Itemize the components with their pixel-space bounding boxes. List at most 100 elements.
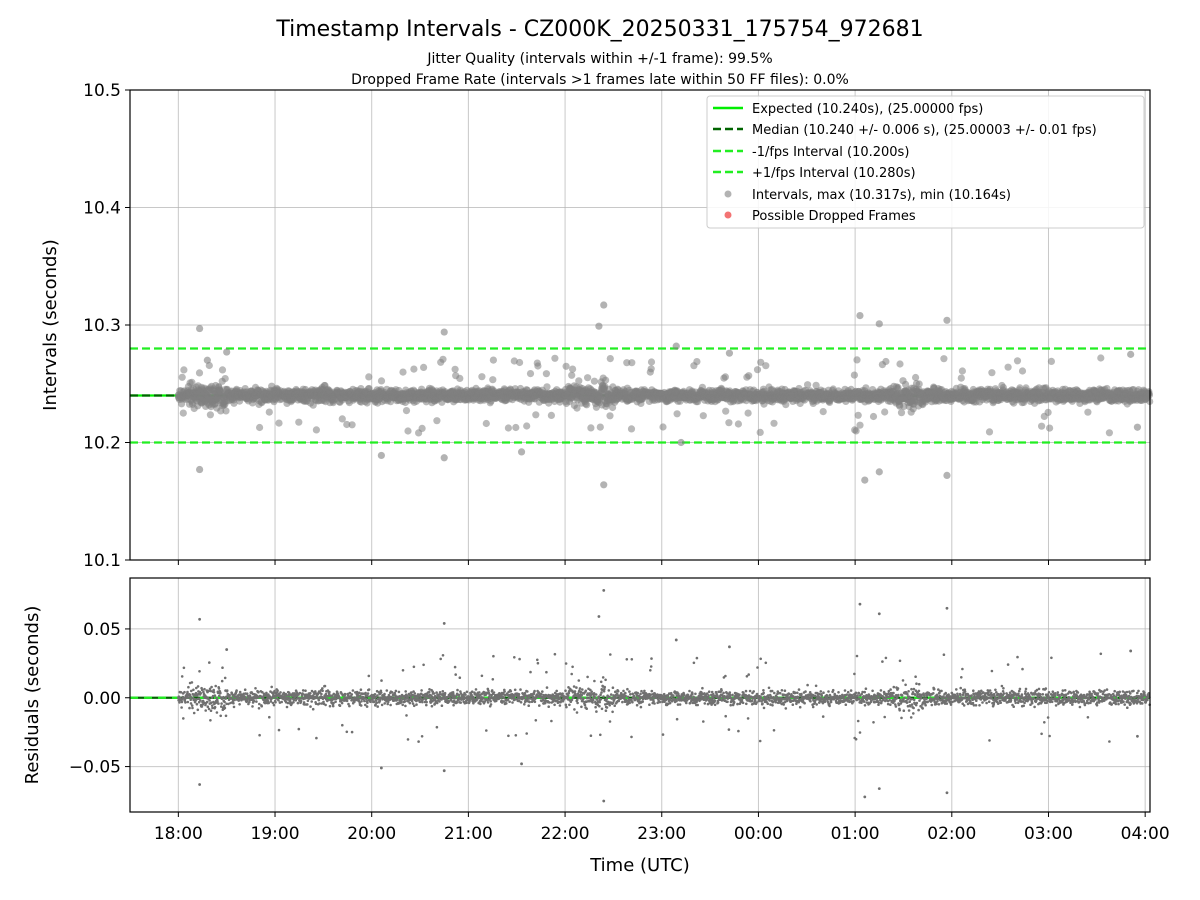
residual-point	[380, 703, 384, 707]
interval-point	[1105, 429, 1113, 437]
residual-point	[485, 729, 488, 732]
residual-point	[274, 701, 277, 704]
residual-point	[528, 700, 531, 704]
residual-point	[626, 687, 629, 691]
residual-point	[228, 693, 231, 697]
residual-point	[400, 700, 403, 704]
residual-point	[545, 670, 548, 674]
residual-point	[219, 714, 222, 718]
interval-point	[804, 381, 812, 389]
residual-point	[591, 698, 595, 702]
residual-point	[223, 676, 227, 680]
residual-point	[636, 691, 639, 695]
residual-point	[581, 688, 584, 691]
residual-point	[277, 728, 281, 732]
interval-point	[575, 377, 583, 385]
interval-point	[896, 360, 904, 368]
residual-point	[188, 706, 191, 710]
residual-point	[576, 701, 579, 705]
residual-point	[548, 701, 551, 704]
residual-point	[401, 669, 405, 672]
residual-point	[223, 704, 226, 707]
residual-point	[205, 700, 209, 704]
residual-point	[577, 679, 581, 682]
residual-point	[575, 711, 579, 714]
interval-point	[410, 365, 418, 373]
residual-point	[523, 703, 526, 706]
residual-point	[225, 689, 229, 692]
residual-point	[533, 700, 537, 704]
residual-point	[187, 685, 190, 689]
residual-point	[297, 697, 301, 700]
residual-point	[453, 665, 457, 669]
interval-point	[402, 407, 411, 415]
residual-point	[265, 691, 268, 695]
residual-point	[514, 734, 518, 737]
intervals-y-axis-label: Intervals (seconds)	[40, 239, 61, 411]
residual-point	[309, 705, 312, 708]
interval-point	[940, 355, 948, 363]
residual-point	[257, 691, 260, 694]
residual-point	[297, 727, 301, 731]
residual-point	[602, 695, 605, 698]
residual-point	[425, 700, 428, 704]
residual-point	[585, 707, 588, 710]
residual-point	[593, 696, 597, 699]
residual-point	[279, 691, 282, 694]
residual-point	[598, 704, 601, 708]
interval-point	[179, 409, 187, 417]
residual-point	[257, 707, 261, 710]
interval-point	[543, 383, 551, 391]
residual-point	[252, 699, 256, 703]
interval-point	[958, 367, 967, 375]
residual-point	[584, 689, 588, 693]
interval-outlier-point	[943, 471, 951, 479]
residual-point	[363, 699, 366, 703]
residual-point	[480, 674, 484, 678]
residual-point	[367, 688, 371, 691]
interval-point	[627, 425, 636, 433]
interval-point	[478, 373, 486, 381]
interval-outlier-point	[943, 316, 951, 324]
residual-point	[199, 699, 202, 702]
residual-point	[348, 704, 351, 708]
residual-point	[622, 689, 625, 693]
residual-point	[599, 697, 603, 701]
interval-point	[180, 366, 188, 374]
intervals-y-tick-label: 10.5	[83, 81, 121, 101]
interval-point	[526, 370, 535, 378]
residual-point	[217, 687, 221, 690]
interval-point	[377, 377, 386, 385]
residual-point	[561, 692, 564, 695]
residual-point	[411, 702, 415, 705]
residual-point	[401, 703, 405, 707]
residual-point	[422, 663, 425, 667]
interval-outlier-point	[677, 438, 685, 447]
residual-point	[599, 680, 603, 684]
residuals-panel: −0.050.000.05 18:00 19:00 20:00 21:00 22:00 2…	[22, 577, 1170, 876]
residual-point	[454, 673, 458, 676]
residual-point	[566, 694, 570, 697]
interval-point	[178, 373, 186, 381]
interval-outlier-point	[672, 342, 680, 350]
residual-point	[491, 678, 495, 681]
residual-point	[232, 701, 235, 705]
residual-point	[553, 703, 556, 707]
residual-point	[603, 685, 606, 689]
interval-point	[659, 423, 667, 431]
interval-point	[584, 374, 592, 382]
residual-point	[570, 672, 573, 676]
intervals-y-ticks: 10.110.210.310.410.5	[83, 81, 130, 571]
interval-point	[343, 420, 351, 429]
interval-point	[1018, 367, 1027, 375]
residual-point	[235, 689, 238, 692]
residual-point	[191, 706, 194, 710]
interval-point	[222, 407, 230, 415]
interval-point	[562, 362, 570, 370]
interval-outlier-point	[861, 476, 869, 484]
residual-point	[375, 701, 379, 704]
residual-point	[558, 696, 561, 700]
interval-point	[1097, 354, 1105, 362]
residual-point	[345, 699, 349, 703]
interval-outlier-point	[856, 312, 864, 320]
